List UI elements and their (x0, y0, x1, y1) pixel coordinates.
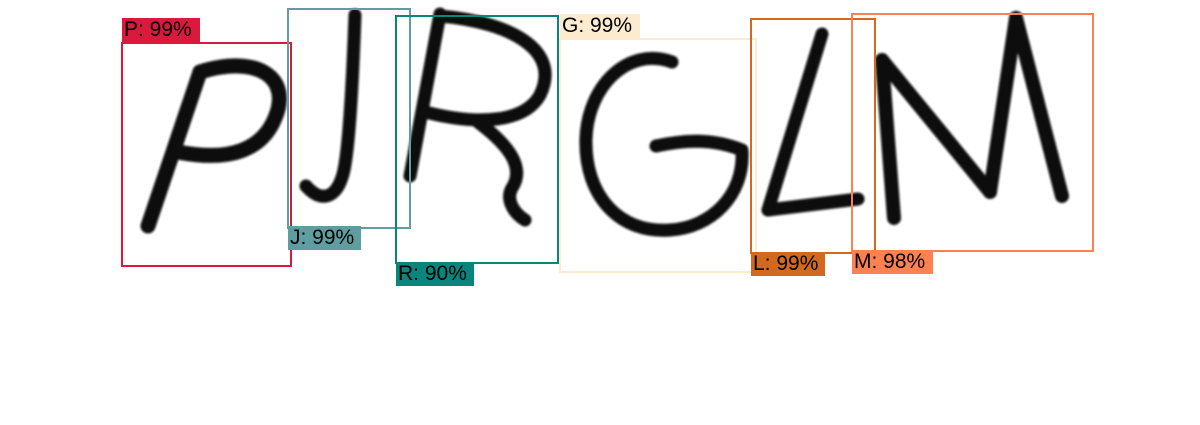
bounding-box-g (559, 38, 757, 273)
handwritten-letter-m (875, 11, 1069, 225)
letter-stroke (761, 192, 865, 217)
letter-stroke (875, 53, 997, 199)
detection-label-g: G: 99% (560, 14, 640, 38)
detection-label-m: M: 98% (852, 250, 933, 274)
letter-stroke (875, 53, 901, 225)
handwritten-letter-p (140, 58, 287, 234)
bounding-box-m (851, 13, 1094, 252)
letter-stroke (471, 115, 532, 227)
handwritten-letter-j (299, 8, 362, 203)
letter-stroke (403, 7, 447, 183)
detection-label-j: J: 99% (288, 226, 361, 250)
bounding-box-r (395, 15, 559, 264)
detection-label-l: L: 99% (751, 252, 825, 276)
letter-stroke (579, 51, 749, 237)
letter-stroke (299, 8, 362, 203)
detection-label-p: P: 99% (122, 18, 200, 42)
handwritten-letters (140, 7, 1069, 237)
letter-stroke (983, 11, 1023, 199)
bounding-box-p (121, 42, 292, 267)
handwritten-letter-r (403, 7, 552, 227)
letter-stroke (761, 27, 829, 217)
handwritten-letter-g (579, 51, 749, 237)
detection-label-r: R: 90% (396, 262, 474, 286)
letter-stroke (1009, 11, 1069, 203)
letter-stroke (170, 58, 287, 163)
handwritten-letter-l (761, 27, 865, 217)
